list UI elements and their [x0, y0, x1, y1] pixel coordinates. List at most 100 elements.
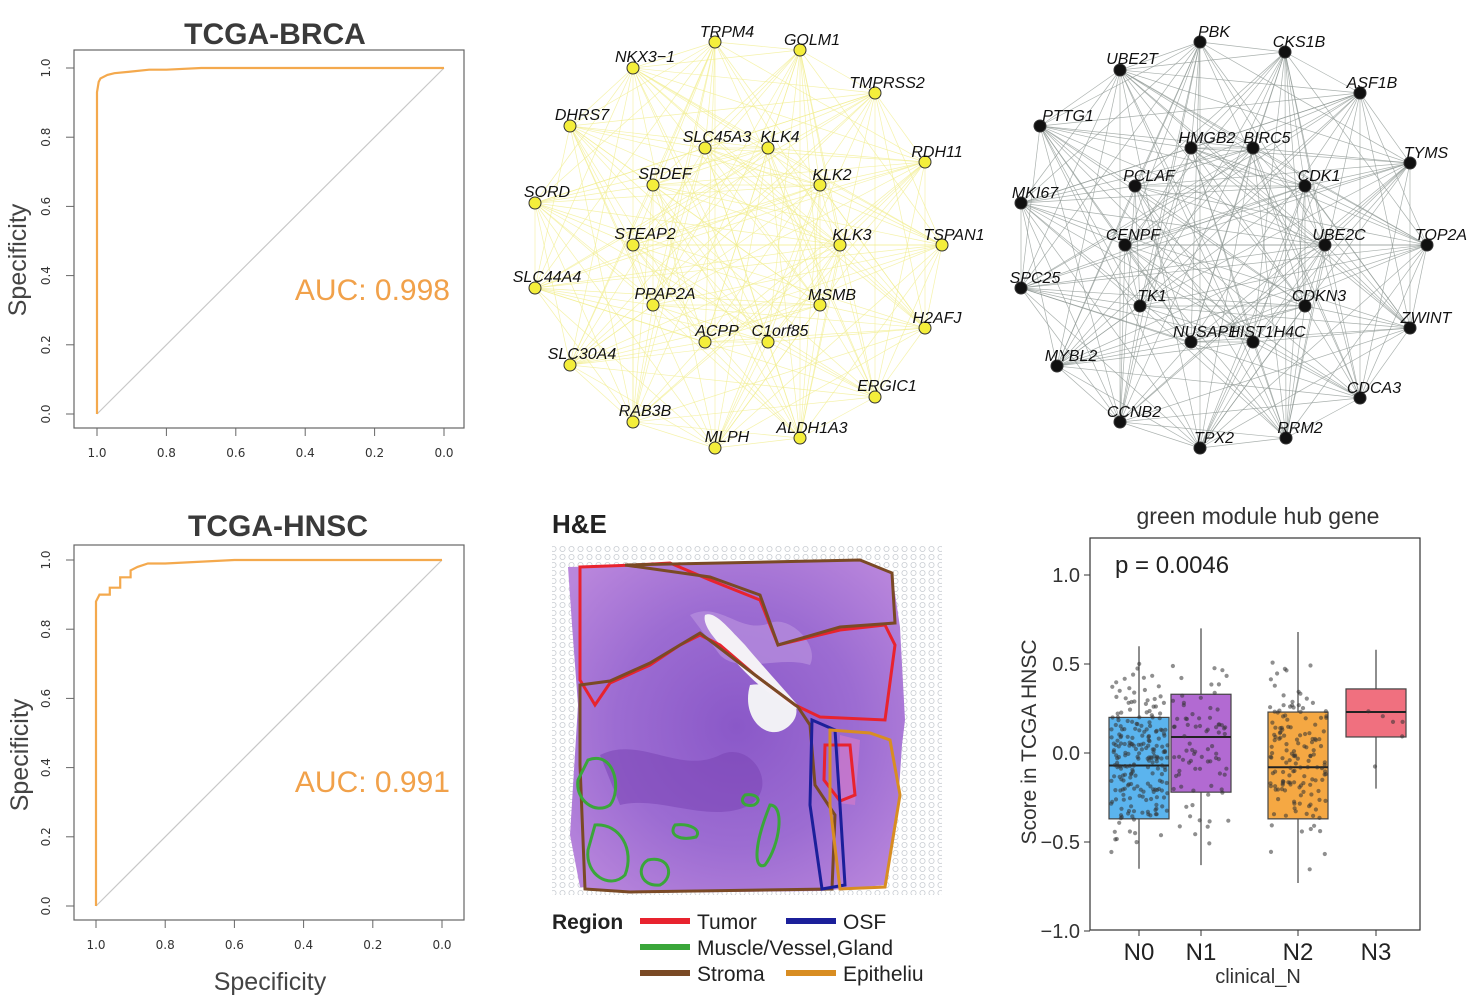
- jitter-point: [1158, 694, 1163, 699]
- gene-label: GOLM1: [784, 32, 840, 49]
- jitter-point: [1216, 682, 1221, 687]
- network-edge: [569, 147, 706, 366]
- jitter-point: [1224, 766, 1229, 771]
- jitter-point: [1133, 726, 1138, 731]
- jitter-point: [1271, 812, 1277, 817]
- legend-swatch: [640, 918, 690, 924]
- gene-label: TRPM4: [700, 24, 754, 41]
- jitter-point: [1301, 789, 1306, 794]
- y-tick-label: 0.0: [1052, 743, 1080, 765]
- network-edge: [1020, 202, 1141, 307]
- jitter-point: [1283, 813, 1288, 818]
- jitter-point: [1179, 675, 1184, 681]
- boxplot-plot-area: 1.0 0.5 0.0 −0.5 −1.0 N0 N1 N2 N3: [1041, 537, 1421, 966]
- jitter-point: [1158, 833, 1164, 838]
- jitter-point: [1292, 780, 1297, 785]
- y-tick-label: 1.0: [39, 550, 53, 569]
- network-edge: [1119, 51, 1286, 423]
- jitter-point: [1127, 829, 1132, 834]
- network-edge: [799, 244, 943, 439]
- network-edge: [1124, 244, 1141, 307]
- jitter-point: [1304, 745, 1309, 750]
- jitter-point: [1139, 747, 1144, 752]
- network-edge: [1119, 69, 1361, 94]
- roc-curve: [95, 66, 444, 414]
- gene-node: [1278, 45, 1292, 59]
- jitter-point: [1275, 671, 1280, 676]
- network-edge: [1190, 51, 1286, 149]
- jitter-point: [1135, 666, 1140, 671]
- network-edge: [1285, 244, 1428, 439]
- jitter-point: [1118, 766, 1124, 771]
- gene-label: KLK3: [832, 227, 871, 244]
- network-edge: [1056, 185, 1136, 367]
- network-edge: [1284, 51, 1361, 94]
- network-edge: [874, 161, 926, 398]
- network-edge: [534, 92, 876, 289]
- network-edge: [652, 147, 769, 186]
- network-edge: [767, 244, 841, 343]
- jitter-point: [1290, 703, 1295, 708]
- network-edge: [1020, 147, 1254, 204]
- network-edge: [1020, 147, 1254, 289]
- gene-label: PPAP2A: [634, 286, 695, 303]
- gene-label: PTTG1: [1042, 108, 1094, 125]
- network-edge: [799, 49, 821, 306]
- gene-node: [793, 431, 807, 445]
- jitter-point: [1226, 818, 1231, 823]
- jitter-point: [1317, 815, 1322, 820]
- jitter-point: [1112, 774, 1117, 779]
- legend-swatch: [786, 918, 836, 924]
- gene-label: NUSAP1: [1173, 324, 1237, 341]
- network-edge: [767, 161, 926, 343]
- jitter-point: [1144, 710, 1149, 715]
- jitter-point: [1288, 765, 1293, 770]
- network-edge: [704, 49, 801, 149]
- jitter-point: [1313, 736, 1318, 742]
- network-edge: [569, 41, 716, 127]
- jitter-point: [1122, 727, 1127, 732]
- roc-frame: [73, 544, 465, 921]
- jitter-point: [1115, 738, 1120, 743]
- legend-label: Muscle/Vessel,Gland: [697, 937, 893, 960]
- roc-plot-area: 1.0 0.8 0.6 0.4 0.2 0.0 0.0 0.2 0.4 0.6 0.8 1.0: [39, 49, 465, 460]
- network-edge: [799, 49, 821, 186]
- jitter-point: [1110, 684, 1115, 689]
- jitter-point: [1295, 756, 1300, 761]
- jitter-point: [1210, 744, 1215, 749]
- x-tick-label: 1.0: [87, 446, 106, 460]
- network-edge: [1119, 397, 1361, 423]
- legend-label: Epitheliu: [843, 963, 924, 986]
- jitter-point: [1117, 774, 1122, 779]
- gene-label: KLK4: [760, 129, 799, 146]
- network-edge: [632, 67, 926, 163]
- roc-xlabel: Specificity: [214, 968, 327, 996]
- network-edge: [767, 327, 926, 343]
- network-edge: [714, 341, 769, 449]
- jitter-point: [1113, 797, 1119, 802]
- network-edge: [1039, 125, 1201, 449]
- jitter-point: [1175, 716, 1180, 721]
- jitter-point: [1322, 760, 1327, 765]
- gene-label: HMGB2: [1179, 130, 1236, 147]
- jitter-point: [1150, 673, 1155, 678]
- jitter-point: [1308, 826, 1313, 832]
- jitter-point: [1122, 676, 1127, 681]
- jitter-point: [1193, 766, 1198, 771]
- network-edge: [714, 244, 943, 449]
- jitter-point: [1148, 723, 1153, 729]
- jitter-point: [1304, 696, 1309, 701]
- jitter-point: [1156, 684, 1161, 689]
- jitter-point: [1298, 691, 1303, 696]
- gene-label: MSMB: [808, 287, 856, 304]
- jitter-point: [1213, 755, 1219, 761]
- jitter-point: [1140, 794, 1145, 799]
- network-edge: [1199, 41, 1326, 246]
- jitter-point: [1172, 755, 1177, 760]
- jitter-point: [1298, 733, 1303, 738]
- jitter-point: [1208, 759, 1213, 764]
- network-edge: [1199, 437, 1287, 449]
- gene-node: [761, 335, 775, 349]
- jitter-point: [1110, 799, 1115, 804]
- gene-node: [528, 281, 542, 295]
